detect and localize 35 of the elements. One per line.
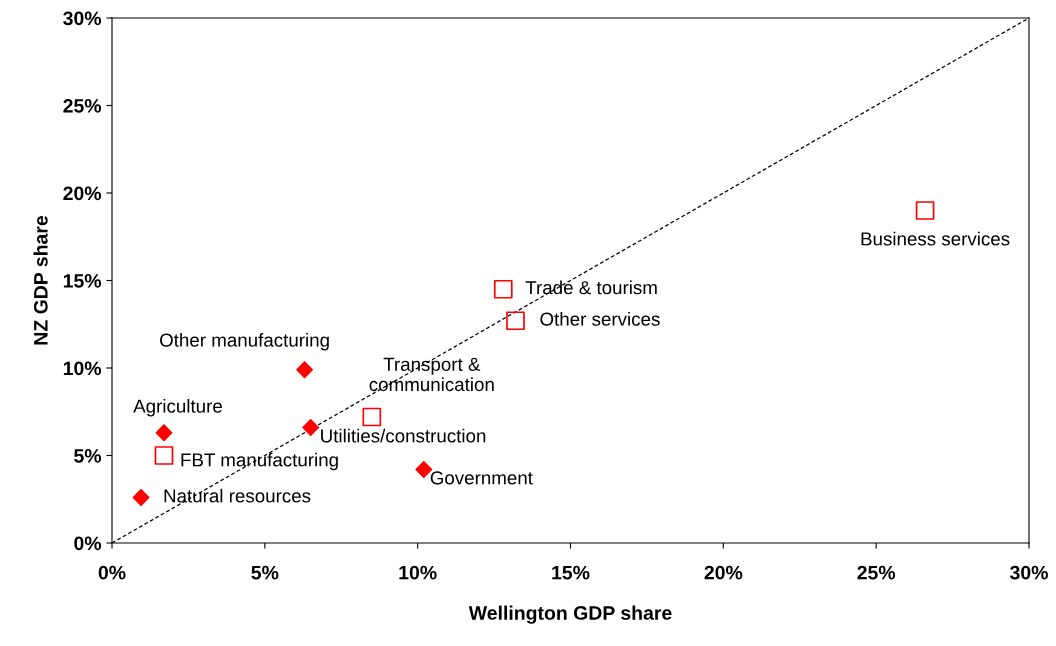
point	[493, 279, 513, 299]
point	[296, 361, 314, 379]
x-tick-label: 5%	[251, 565, 279, 580]
x-tick-label: 15%	[552, 565, 590, 580]
annotation: Government	[430, 471, 533, 485]
x-tick-label: 25%	[857, 565, 896, 580]
point	[154, 446, 174, 465]
point	[915, 201, 935, 220]
y-tick-label: 10%	[63, 361, 102, 376]
annotation: Other manufacturing	[160, 333, 329, 351]
annotation: Other services	[540, 312, 660, 326]
y-axis-title: NZ GDP share	[33, 215, 48, 345]
annotation: FBT manufacturing	[181, 452, 338, 471]
annotation: Transport & communication	[369, 357, 494, 392]
y-tick-label: 5%	[74, 449, 102, 463]
y-tick-label: 0%	[74, 536, 102, 551]
x-tick-label: 0%	[98, 565, 126, 580]
x-tick-label: 10%	[399, 565, 437, 580]
point	[302, 419, 320, 436]
y-tick-label: 30%	[63, 11, 102, 26]
point	[155, 424, 173, 442]
annotation: Business services	[861, 231, 1010, 246]
x-tick-label: 20%	[704, 565, 743, 580]
y-tick-label: 15%	[63, 274, 102, 288]
y-tick-label: 20%	[63, 186, 102, 201]
annotation: Utilities/construction	[321, 428, 486, 443]
y-tick-label: 25%	[63, 98, 102, 113]
point	[362, 407, 382, 427]
point	[506, 311, 525, 331]
point	[132, 489, 150, 506]
annotation: Trade & tourism	[525, 280, 657, 295]
annotation: Agriculture	[133, 399, 222, 417]
annotation: Natural resources	[164, 488, 311, 503]
x-axis-title: Wellington GDP share	[468, 605, 672, 624]
x-tick-label: 30%	[1009, 565, 1048, 580]
